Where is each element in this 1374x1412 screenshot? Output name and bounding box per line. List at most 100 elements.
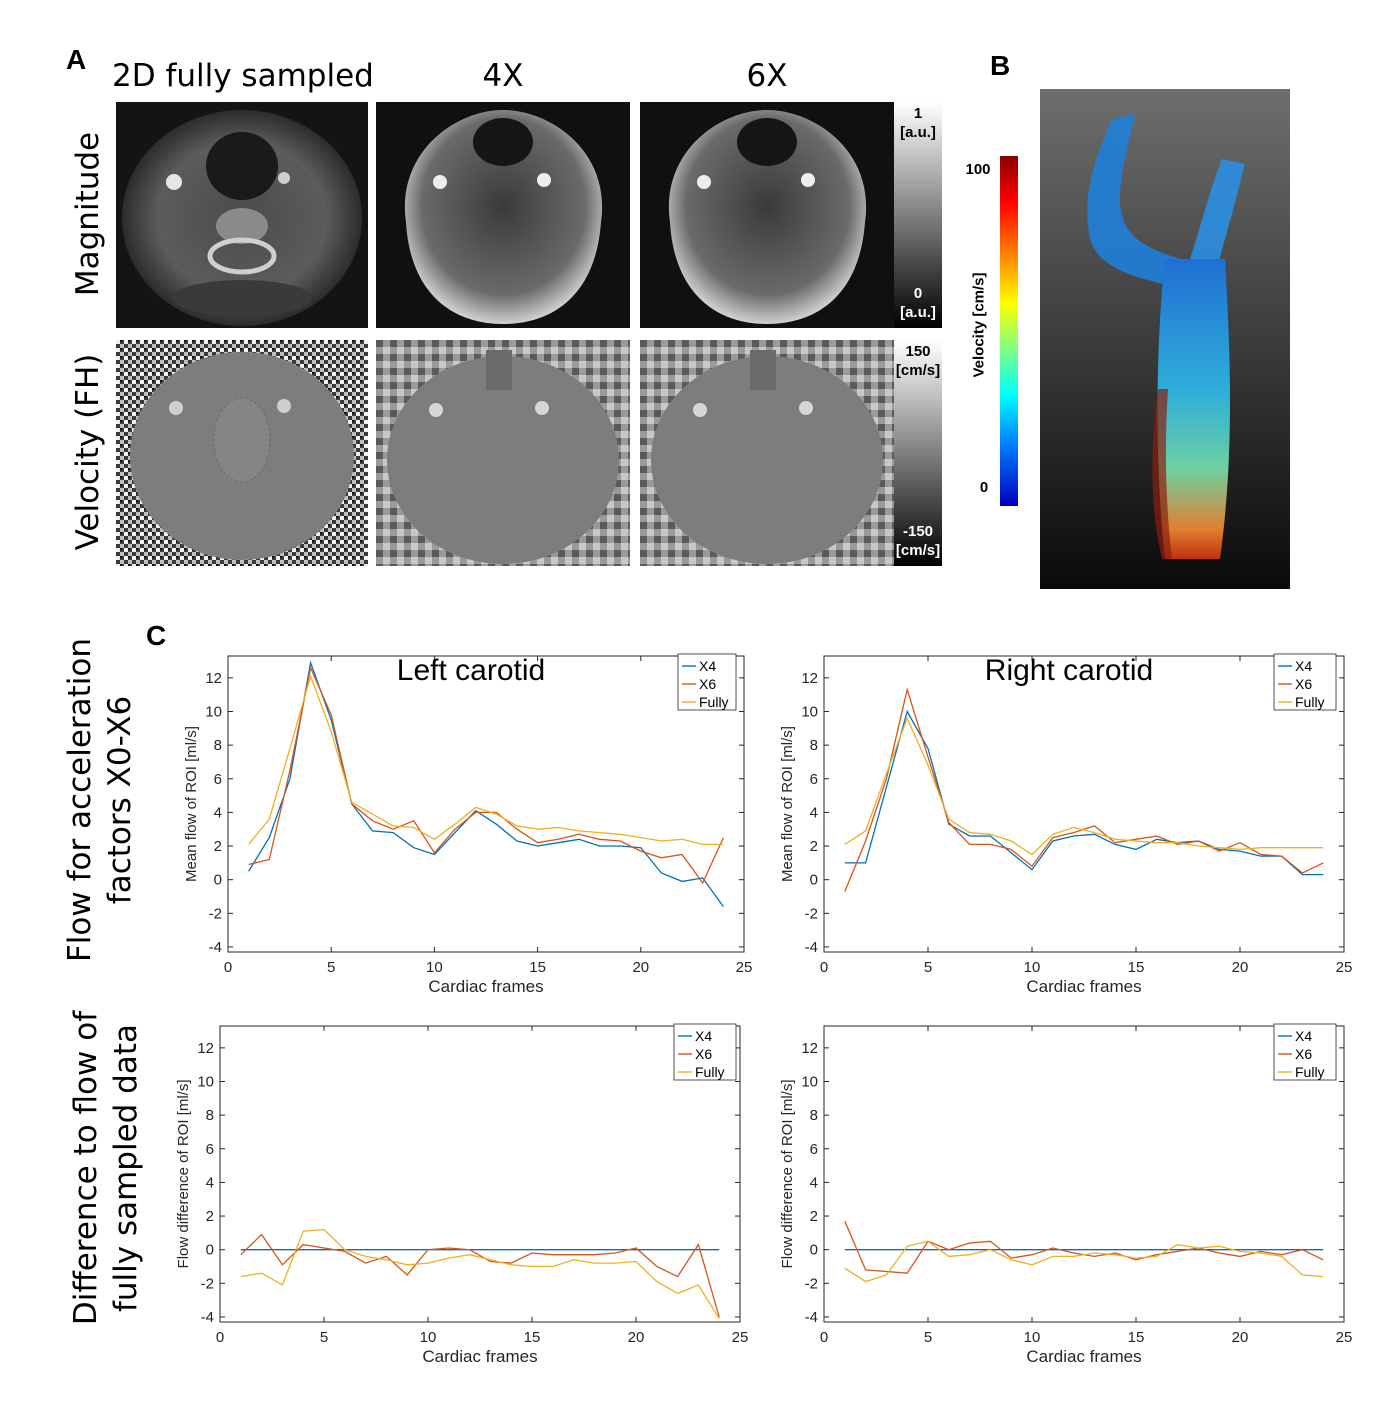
y-tick-label: 6 — [810, 1141, 818, 1158]
legend-label-fully: Fully — [695, 1064, 725, 1080]
series-line-fully — [844, 716, 1324, 856]
chart-svg: -4 -2 0 2 4 6 8 10 12 0 5 10 15 20 25 Cardiac frames Mea… — [779, 653, 1353, 996]
x-tick-label: 5 — [327, 959, 335, 976]
x-tick-label: 0 — [216, 1329, 224, 1346]
y-tick-label: 2 — [214, 838, 222, 855]
x-tick-label: 25 — [732, 1329, 749, 1346]
magnitude-colorbar-max: 1 [a.u.] — [900, 105, 936, 141]
series-line-fully — [248, 674, 724, 846]
x-tick-label: 5 — [320, 1329, 328, 1346]
x-tick-label: 15 — [1128, 959, 1145, 976]
column-title-6x: 6X — [746, 58, 788, 94]
y-tick-label: 2 — [810, 838, 818, 855]
chart-legend: X4 X6 Fully — [677, 653, 737, 711]
x-axis-label: Cardiac frames — [428, 977, 543, 996]
y-axis-label: Flow difference of ROI [ml/s] — [175, 1080, 192, 1269]
chart-left-carotid-difference: -4 -2 0 2 4 6 8 10 12 0 5 10 15 20 25 Cardiac frames Flo… — [160, 1010, 760, 1375]
chart-svg: -4 -2 0 2 4 6 8 10 12 0 5 10 15 20 25 Cardiac frames Flo… — [175, 1023, 749, 1366]
y-tick-label: 8 — [810, 1107, 818, 1124]
y-tick-label: 0 — [810, 1242, 818, 1259]
magnitude-colorbar-min: 0 [a.u.] — [900, 285, 936, 321]
x-tick-label: 20 — [1232, 1329, 1249, 1346]
y-axis-label: Flow difference of ROI [ml/s] — [779, 1080, 796, 1269]
magnitude-image-fully-sampled — [116, 102, 368, 328]
velocity-image-4x — [376, 340, 630, 566]
streamline-colorbar-label: Velocity [cm/s] — [970, 272, 988, 378]
y-tick-label: 8 — [810, 737, 818, 754]
legend-label-x4: X4 — [1295, 658, 1312, 674]
x-tick-label: 25 — [736, 959, 753, 976]
series-line-x6 — [844, 1220, 1324, 1274]
y-axis-label: Mean flow of ROI [ml/s] — [183, 726, 200, 882]
x-tick-label: 5 — [924, 959, 932, 976]
velocity-image-6x — [640, 340, 894, 566]
y-tick-label: 8 — [214, 737, 222, 754]
x-tick-label: 10 — [1024, 1329, 1041, 1346]
legend-box — [1273, 1023, 1337, 1081]
x-tick-label: 0 — [820, 1329, 828, 1346]
y-tick-label: 2 — [810, 1208, 818, 1225]
x-axis-label: Cardiac frames — [1026, 1347, 1141, 1366]
chart-legend: X4 X6 Fully — [1273, 653, 1337, 711]
x-tick-label: 10 — [1024, 959, 1041, 976]
legend-label-x6: X6 — [1295, 676, 1312, 692]
series-line-fully — [240, 1228, 720, 1319]
legend-label-x6: X6 — [699, 676, 716, 692]
y-tick-label: 12 — [205, 670, 222, 687]
chart-svg: -4 -2 0 2 4 6 8 10 12 0 5 10 15 20 25 Cardiac frames Flo… — [779, 1023, 1352, 1366]
x-axis-label: Cardiac frames — [1026, 977, 1141, 996]
panel-label-a: A — [66, 44, 87, 75]
row-title-velocity: Velocity (FH) — [70, 353, 106, 551]
y-tick-label: 6 — [810, 771, 818, 788]
legend-label-fully: Fully — [1295, 1064, 1325, 1080]
panel-label-c: C — [146, 620, 167, 651]
legend-label-fully: Fully — [699, 694, 729, 710]
x-tick-label: 15 — [529, 959, 546, 976]
y-tick-label: 0 — [206, 1242, 214, 1259]
y-tick-label: 6 — [206, 1141, 214, 1158]
legend-label-x6: X6 — [1295, 1046, 1312, 1062]
y-axis-label: Mean flow of ROI [ml/s] — [779, 726, 796, 882]
y-tick-label: 4 — [206, 1174, 214, 1191]
plot-area-frame — [823, 655, 1345, 953]
row-title-magnitude: Magnitude — [70, 131, 106, 297]
x-tick-label: 20 — [1232, 959, 1249, 976]
magnitude-image-6x — [640, 102, 894, 328]
chart-svg: -4 -2 0 2 4 6 8 10 12 0 5 10 15 20 25 Cardiac frames Mea… — [183, 653, 753, 996]
plot-area-frame — [227, 655, 745, 953]
column-title-fully-sampled: 2D fully sampled — [112, 58, 374, 94]
y-tick-label: 12 — [801, 1040, 818, 1057]
y-tick-label: 2 — [206, 1208, 214, 1225]
legend-label-x4: X4 — [699, 658, 716, 674]
y-tick-label: -4 — [201, 1309, 214, 1326]
x-axis-label: Cardiac frames — [422, 1347, 537, 1366]
y-tick-label: -4 — [805, 1309, 818, 1326]
x-tick-label: 20 — [628, 1329, 645, 1346]
series-line-x6 — [844, 687, 1324, 892]
y-tick-label: 10 — [197, 1074, 214, 1091]
streamline-colorbar-min: 0 — [979, 479, 989, 496]
legend-label-fully: Fully — [1295, 694, 1325, 710]
legend-label-x4: X4 — [1295, 1028, 1312, 1044]
series-line-x6 — [248, 665, 724, 885]
column-title-4x: 4X — [482, 58, 524, 94]
y-tick-label: -2 — [201, 1275, 214, 1292]
y-tick-label: 12 — [801, 670, 818, 687]
y-tick-label: 6 — [214, 771, 222, 788]
x-tick-label: 10 — [420, 1329, 437, 1346]
velocity-colorbar — [894, 340, 942, 566]
y-tick-label: -4 — [209, 939, 222, 956]
legend-label-x6: X6 — [695, 1046, 712, 1062]
legend-box — [673, 1023, 737, 1081]
row-title-flow: Flow for acceleration factors X0-X6 — [62, 637, 138, 963]
series-line-fully — [844, 1240, 1324, 1283]
streamline-colorbar — [1000, 156, 1018, 506]
panel-label-b: B — [990, 50, 1011, 81]
chart-legend: X4 X6 Fully — [1273, 1023, 1337, 1081]
y-tick-label: 10 — [801, 1074, 818, 1091]
legend-box — [677, 653, 737, 711]
x-tick-label: 25 — [1336, 959, 1353, 976]
y-tick-label: -4 — [805, 939, 818, 956]
x-tick-label: 15 — [1128, 1329, 1145, 1346]
streamline-rendering — [1040, 89, 1290, 589]
